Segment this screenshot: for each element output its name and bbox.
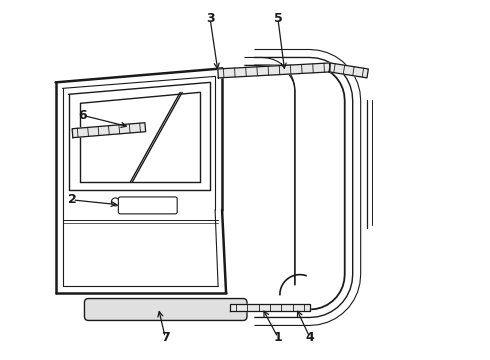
Text: 2: 2 <box>68 193 77 206</box>
Polygon shape <box>72 123 146 138</box>
FancyBboxPatch shape <box>119 197 177 214</box>
Text: 4: 4 <box>305 331 314 344</box>
Polygon shape <box>218 63 330 78</box>
Text: 3: 3 <box>206 12 215 25</box>
Polygon shape <box>329 63 368 78</box>
Text: 1: 1 <box>273 331 282 344</box>
FancyBboxPatch shape <box>84 298 247 320</box>
Text: 7: 7 <box>161 331 170 344</box>
Text: 6: 6 <box>78 109 87 122</box>
Text: 5: 5 <box>273 12 282 25</box>
Polygon shape <box>230 303 310 311</box>
